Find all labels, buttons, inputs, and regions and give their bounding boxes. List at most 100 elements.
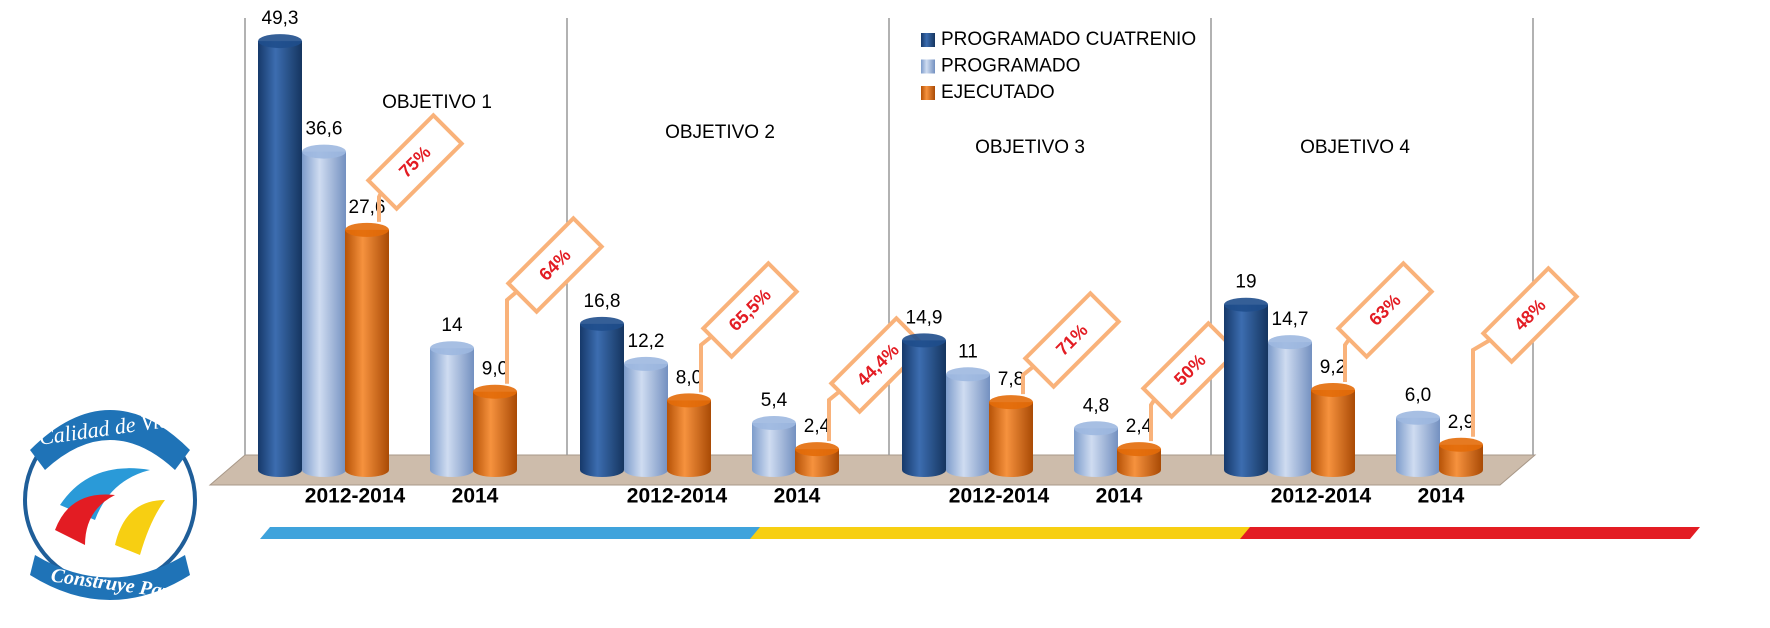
bar: [946, 367, 990, 477]
group-title: OBJETIVO 2: [665, 122, 775, 143]
stripe: [260, 527, 790, 539]
legend-label: EJECUTADO: [941, 82, 1055, 103]
bar-cap: [302, 144, 346, 159]
bar-base: [345, 463, 389, 477]
bar-cap: [580, 316, 624, 331]
bar-body: [989, 402, 1033, 470]
data-label: 16,8: [584, 291, 621, 312]
bar: [302, 144, 346, 477]
legend-label: PROGRAMADO: [941, 56, 1080, 77]
x-tick-label: 2014: [774, 485, 821, 508]
stripe: [750, 527, 1260, 539]
bar-body: [1268, 342, 1312, 470]
data-label: 2,4: [1126, 416, 1153, 437]
bar-cap: [1396, 410, 1440, 425]
x-tick-label: 2014: [1096, 485, 1143, 508]
bar: [1311, 382, 1355, 477]
callout-box: [828, 315, 928, 415]
bar: [1396, 410, 1440, 477]
bar-base: [946, 463, 990, 477]
bar-base: [1311, 463, 1355, 477]
data-label: 14,7: [1272, 309, 1309, 330]
bar-body: [624, 363, 668, 470]
bar-body: [902, 340, 946, 470]
bar-body: [1396, 417, 1440, 470]
bar-cap: [946, 367, 990, 382]
bar: [1074, 421, 1118, 477]
data-label: 6,0: [1405, 385, 1431, 406]
bar-base: [302, 463, 346, 477]
bar: [667, 393, 711, 477]
group-title: OBJETIVO 1: [382, 92, 492, 113]
data-label: 5,4: [761, 390, 788, 411]
data-label: 2,9: [1448, 412, 1474, 433]
bar-cap: [1268, 335, 1312, 350]
bar: [989, 395, 1033, 477]
bar-cap: [624, 356, 668, 371]
stripe: [1240, 527, 1700, 539]
bar-base: [795, 463, 839, 477]
bar-cap: [1117, 442, 1161, 457]
callout-box: [505, 215, 605, 315]
bar-cap: [258, 34, 302, 49]
data-label: 11: [958, 341, 978, 362]
bar-base: [1074, 463, 1118, 477]
x-tick-label: 2012-2014: [1271, 485, 1372, 508]
group-title: OBJETIVO 4: [1300, 137, 1410, 158]
bar-cap: [1074, 421, 1118, 436]
bar-body: [580, 323, 624, 470]
data-label: 7,8: [998, 369, 1024, 390]
data-label: 2,4: [804, 416, 831, 437]
bar: [430, 341, 474, 477]
bar-base: [1396, 463, 1440, 477]
callout-box: [700, 260, 800, 360]
bar: [624, 356, 668, 477]
data-label: 36,6: [306, 119, 343, 140]
legend-label: PROGRAMADO CUATRENIO: [941, 29, 1196, 50]
data-label: 14,9: [906, 307, 943, 328]
data-label: 4,8: [1083, 395, 1109, 416]
bar: [1268, 335, 1312, 477]
bar-cap: [1311, 382, 1355, 397]
x-tick-label: 2014: [1418, 485, 1465, 508]
bar-body: [430, 348, 474, 470]
data-label: 14: [441, 315, 463, 336]
x-tick-label: 2012-2014: [949, 485, 1050, 508]
callout-box: [1140, 320, 1240, 420]
callout: 71%: [1022, 290, 1122, 390]
bar-body: [258, 41, 302, 471]
bar-body: [667, 400, 711, 470]
logo: Calidad de Vida Construye Paz: [23, 405, 197, 603]
legend-swatch: [921, 59, 935, 74]
bar-base: [752, 463, 796, 477]
bar-cap: [902, 333, 946, 348]
data-label: 49,3: [262, 8, 299, 29]
bar-cap: [473, 384, 517, 399]
bar-body: [302, 151, 346, 470]
bar-cap: [795, 442, 839, 457]
bar: [795, 442, 839, 477]
callout-box: [365, 112, 465, 212]
legend-swatch: [921, 86, 935, 100]
x-tick-label: 2012-2014: [627, 485, 728, 508]
callout: 65,5%: [700, 260, 800, 360]
bar: [345, 222, 389, 477]
callout: 50%: [1140, 320, 1240, 420]
bar-body: [752, 423, 796, 470]
bar-cap: [430, 341, 474, 356]
bar-body: [946, 374, 990, 470]
group-title: OBJETIVO 3: [975, 137, 1085, 158]
bar: [1224, 297, 1268, 477]
bar-base: [1439, 463, 1483, 477]
bar-body: [1311, 389, 1355, 470]
bar-base: [258, 463, 302, 477]
data-label: 9,0: [482, 359, 508, 380]
bar: [258, 34, 302, 477]
bar-base: [430, 463, 474, 477]
callout-box: [1480, 265, 1580, 365]
bar-body: [345, 229, 389, 470]
bar-body: [473, 391, 517, 470]
bar-base: [667, 463, 711, 477]
bar-cap: [752, 416, 796, 431]
data-label: 19: [1235, 272, 1256, 293]
